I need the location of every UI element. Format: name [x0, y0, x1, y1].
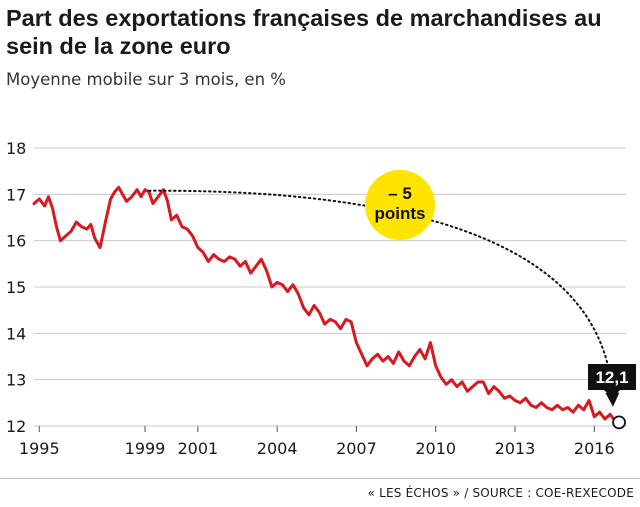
chart-subtitle: Moyenne mobile sur 3 mois, en %: [6, 70, 286, 89]
line-chart: 18 17 16 15 14 13 12 1995 1999 2001 2004 2007 2010 2…: [6, 139, 636, 458]
change-value: – 5: [388, 184, 412, 203]
x-tick-2013: 2013: [495, 439, 536, 458]
x-tick-1999: 1999: [125, 439, 166, 458]
chart-title: Part des exportations françaises de marc…: [6, 5, 602, 59]
last-value-label: 12,1: [595, 368, 628, 387]
y-tick-12: 12: [6, 417, 26, 436]
change-arrow: [148, 189, 620, 407]
x-tick-2007: 2007: [336, 439, 377, 458]
y-tick-15: 15: [6, 278, 26, 297]
x-axis: 1995 1999 2001 2004 2007 2010 2013 2016: [19, 426, 615, 458]
y-tick-16: 16: [6, 232, 26, 251]
last-value-box: [588, 364, 636, 390]
footer-divider: [0, 478, 640, 479]
x-tick-1995: 1995: [19, 439, 60, 458]
grid: [34, 147, 626, 427]
last-value-pointer: [604, 390, 620, 398]
y-tick-14: 14: [6, 324, 26, 343]
x-tick-2010: 2010: [415, 439, 456, 458]
y-axis: 18 17 16 15 14 13 12: [6, 139, 26, 436]
source-credit: « LES ÉCHOS » / SOURCE : COE-REXECODE: [367, 486, 634, 500]
x-tick-2004: 2004: [257, 439, 298, 458]
x-tick-2001: 2001: [177, 439, 218, 458]
series-layer: [32, 185, 617, 423]
last-point-marker: [612, 415, 626, 430]
change-bubble: [365, 170, 435, 240]
x-tick-2016: 2016: [574, 439, 615, 458]
y-tick-13: 13: [6, 371, 26, 390]
y-tick-17: 17: [6, 185, 26, 204]
series-line: [32, 185, 617, 423]
y-tick-18: 18: [6, 139, 26, 158]
change-unit: points: [375, 204, 426, 223]
